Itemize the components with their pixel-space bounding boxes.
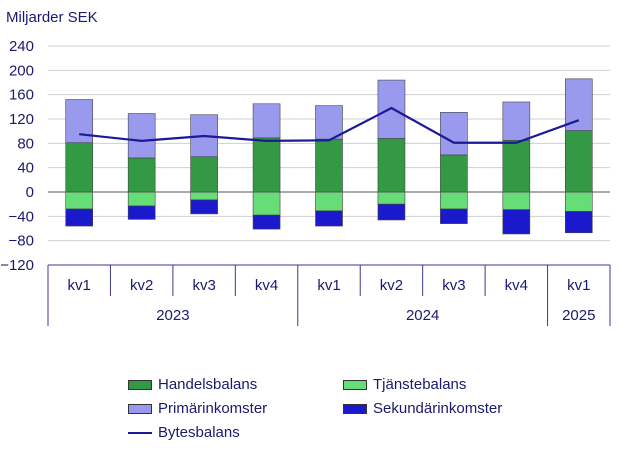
bar-handelsbalans (502, 139, 531, 193)
bar-sekundärinkomster (502, 209, 531, 235)
bar-sekundärinkomster (440, 208, 468, 224)
x-tick-label: kv3 (192, 277, 215, 294)
bar-sekundärinkomster (65, 208, 94, 227)
bar-tjänstebalans (564, 191, 593, 212)
bar-tjänstebalans (65, 191, 94, 210)
bar-tjänstebalans (127, 191, 156, 207)
bar-primärinkomster (502, 101, 531, 141)
bar-handelsbalans (564, 130, 593, 193)
bar-tjänstebalans (440, 191, 468, 210)
bar-primärinkomster (315, 105, 343, 140)
y-tick-label: 0 (26, 184, 34, 201)
year-label: 2023 (156, 307, 189, 324)
bar-handelsbalans (377, 138, 406, 193)
bar-tjänstebalans (190, 191, 218, 201)
bar-handelsbalans (252, 137, 281, 193)
y-tick-label: 80 (17, 135, 34, 152)
bar-sekundärinkomster (377, 203, 406, 221)
bar-sekundärinkomster (564, 211, 593, 234)
line-bytesbalans (79, 106, 580, 144)
bar-handelsbalans (65, 142, 94, 193)
x-tick-label: kv4 (255, 277, 278, 294)
bar-tjänstebalans (315, 191, 343, 212)
bar-primärinkomster (127, 113, 156, 159)
y-tick-label: −120 (0, 257, 34, 274)
year-label: 2024 (406, 307, 439, 324)
bar-sekundärinkomster (190, 199, 218, 215)
y-tick-label: 40 (17, 160, 34, 177)
bar-primärinkomster (252, 103, 281, 139)
y-tick-label: 160 (9, 87, 34, 104)
x-tick-label: kv1 (567, 277, 590, 294)
x-tick-label: kv1 (68, 277, 91, 294)
bar-handelsbalans (127, 157, 156, 193)
y-tick-label: −40 (9, 208, 34, 225)
x-tick-label: kv3 (442, 277, 465, 294)
y-tick-label: 240 (9, 38, 34, 55)
x-tick-label: kv2 (130, 277, 153, 294)
bar-handelsbalans (315, 138, 343, 193)
x-tick-label: kv2 (380, 277, 403, 294)
bar-handelsbalans (190, 156, 218, 193)
y-tick-label: −80 (9, 233, 34, 250)
bar-sekundärinkomster (315, 210, 343, 227)
x-tick-label: kv4 (505, 277, 528, 294)
bar-tjänstebalans (377, 191, 406, 205)
bar-sekundärinkomster (127, 205, 156, 220)
y-tick-label: 120 (9, 111, 34, 128)
bar-sekundärinkomster (252, 214, 281, 230)
x-tick-label: kv1 (317, 277, 340, 294)
bar-primärinkomster (564, 78, 593, 131)
bar-tjänstebalans (252, 191, 281, 216)
bar-primärinkomster (440, 112, 468, 156)
bar-handelsbalans (440, 154, 468, 193)
y-axis-label: Miljarder SEK (6, 9, 98, 26)
y-tick-label: 200 (9, 62, 34, 79)
year-label: 2025 (562, 307, 595, 324)
bar-tjänstebalans (502, 191, 531, 210)
